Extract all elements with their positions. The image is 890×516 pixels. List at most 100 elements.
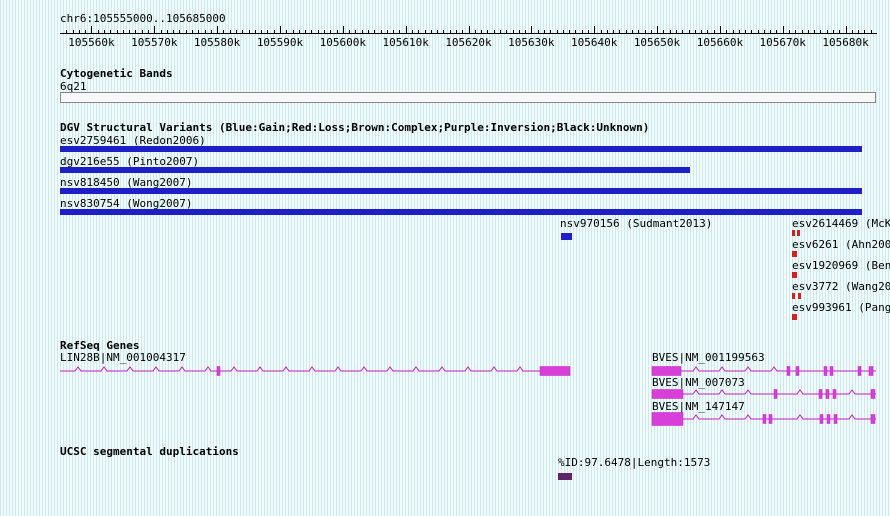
ruler-tick xyxy=(770,30,772,33)
ruler-tick xyxy=(91,26,93,33)
exon-box xyxy=(651,389,684,399)
ruler-tick xyxy=(254,30,256,33)
ruler-label: 105620k xyxy=(445,36,492,49)
dgv-variant-label: esv993961 (Pang2 xyxy=(792,301,890,314)
ruler-tick xyxy=(317,30,319,33)
region-coordinates: chr6:105555000..105685000 xyxy=(60,12,226,25)
dgv-variant-marker[interactable] xyxy=(797,230,800,236)
ruler-tick xyxy=(374,30,376,33)
ruler-tick xyxy=(104,30,105,33)
dgv-variant-marker[interactable] xyxy=(561,233,572,240)
segdup-box[interactable] xyxy=(558,473,572,480)
ruler-tick xyxy=(72,30,74,33)
dgv-variant-bar[interactable] xyxy=(60,188,862,194)
ruler-tick xyxy=(801,30,803,33)
ruler-tick xyxy=(707,30,709,33)
ruler-tick xyxy=(600,30,602,33)
ruler-tick xyxy=(814,30,816,33)
cytoband-bar[interactable] xyxy=(60,92,876,103)
ruler-tick xyxy=(745,30,746,33)
ruler-tick xyxy=(204,30,206,33)
dgv-variant-marker[interactable] xyxy=(792,293,795,299)
ruler-tick xyxy=(820,30,822,33)
exon-box xyxy=(795,366,800,376)
dgv-variant-label: esv6261 (Ahn2009 xyxy=(792,238,890,251)
ruler-tick xyxy=(594,26,596,33)
ruler-tick xyxy=(858,30,860,33)
ruler-label: 105640k xyxy=(571,36,618,49)
ruler-tick xyxy=(619,30,621,33)
dgv-variant-bar[interactable] xyxy=(60,209,862,215)
exon-box xyxy=(870,414,876,424)
ruler-tick xyxy=(97,30,99,33)
ruler-tick xyxy=(418,30,420,33)
ruler-label: 105670k xyxy=(759,36,806,49)
exon-box xyxy=(857,366,862,376)
ruler-tick xyxy=(537,30,539,33)
intron-line xyxy=(652,389,876,395)
ruler-tick xyxy=(122,30,124,33)
ruler-tick xyxy=(468,26,470,33)
dgv-variant-marker[interactable] xyxy=(792,272,797,278)
ruler-tick xyxy=(562,30,564,33)
ruler-tick xyxy=(455,30,457,33)
ruler-tick xyxy=(506,30,508,33)
dgv-variant-bar[interactable] xyxy=(60,146,862,152)
dgv-variant-label: esv2759461 (Redon2006) xyxy=(60,134,206,147)
ruler-tick xyxy=(701,30,702,33)
ruler-tick xyxy=(261,30,263,33)
exon-box xyxy=(768,414,773,424)
ruler-tick xyxy=(154,26,156,33)
ruler-tick xyxy=(242,30,244,33)
ruler-tick xyxy=(135,30,137,33)
gene-structure[interactable] xyxy=(56,360,574,382)
dgv-variant-marker[interactable] xyxy=(798,293,801,299)
dgv-variant-marker[interactable] xyxy=(792,314,797,320)
dgv-variant-marker[interactable] xyxy=(792,230,795,236)
dgv-variant-marker[interactable] xyxy=(792,251,797,257)
ruler-tick xyxy=(179,30,181,33)
ruler-tick xyxy=(443,30,445,33)
ruler-tick xyxy=(110,30,112,33)
ruler-tick xyxy=(160,30,162,33)
gene-structure[interactable] xyxy=(648,408,880,430)
ruler-tick xyxy=(280,26,281,33)
ruler-tick xyxy=(399,30,401,33)
ruler-tick xyxy=(166,30,168,33)
ruler-tick xyxy=(789,30,790,33)
ruler-tick xyxy=(405,26,407,33)
exon-box xyxy=(870,389,876,399)
ruler-tick xyxy=(437,30,439,33)
ruler-tick xyxy=(839,30,841,33)
exon-box xyxy=(868,366,874,376)
ruler-tick xyxy=(650,30,652,33)
gene-structure[interactable] xyxy=(648,383,880,405)
ruler-tick xyxy=(349,30,351,33)
ruler-label: 105560k xyxy=(68,36,115,49)
ruler-tick xyxy=(845,26,847,33)
exon-box xyxy=(539,366,571,376)
ruler-tick xyxy=(556,30,558,33)
gene-label: BVES|NM_007073 xyxy=(652,376,745,389)
ruler-tick xyxy=(682,30,684,33)
gene-label: BVES|NM_001199563 xyxy=(652,351,765,364)
ruler-tick xyxy=(129,30,131,33)
ruler-label: 105600k xyxy=(319,36,366,49)
ruler-tick xyxy=(833,30,834,33)
ruler-tick xyxy=(657,26,658,33)
dgv-variant-bar[interactable] xyxy=(60,167,690,173)
ruler-tick xyxy=(751,30,753,33)
ruler-tick xyxy=(694,30,696,33)
dgv-variant-label: esv1920969 (Bent xyxy=(792,259,890,272)
ruler-tick xyxy=(782,26,784,33)
ruler-tick xyxy=(116,30,118,33)
ruler-tick xyxy=(311,30,313,33)
ruler-tick xyxy=(286,30,288,33)
exon-box xyxy=(786,366,791,376)
gene-structure[interactable] xyxy=(648,360,880,382)
dgv-variant-label: nsv818450 (Wang2007) xyxy=(60,176,193,189)
ruler-tick xyxy=(324,30,325,33)
ruler-tick xyxy=(688,30,690,33)
ruler-tick xyxy=(738,30,740,33)
exon-box xyxy=(762,414,767,424)
